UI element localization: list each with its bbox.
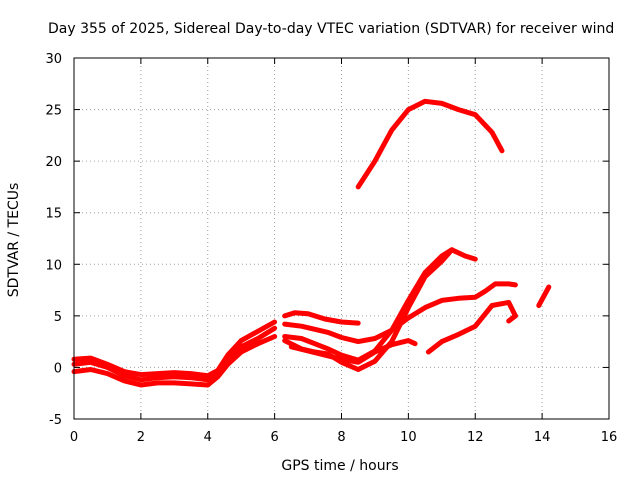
y-tick-label: 20: [45, 155, 62, 170]
series-track-b: [71, 334, 278, 388]
y-tick-labels: -5 0 5 10 15 20 25 30: [45, 52, 62, 428]
y-tick-label: 25: [45, 104, 62, 119]
series-track-a: [71, 325, 278, 383]
series-track-h: [288, 338, 418, 365]
series-track-d: [282, 310, 361, 326]
x-tick-labels: 0 2 4 6 8 10 12 14 16: [70, 430, 617, 445]
series-track-c: [71, 319, 278, 379]
x-axis-label: GPS time / hours: [281, 458, 398, 474]
y-tick-label: 5: [54, 310, 62, 325]
x-tick-label: 0: [70, 430, 78, 445]
y-axis-label: SDTVAR / TECUs: [6, 183, 22, 298]
y-tick-label: 15: [45, 207, 62, 222]
tick-marks: [73, 57, 610, 420]
y-tick-label: 0: [54, 361, 62, 376]
series-track-f: [282, 247, 478, 363]
y-tick-label: 30: [45, 52, 62, 67]
series-track-i: [425, 299, 518, 355]
x-tick-label: 16: [601, 430, 618, 445]
x-tick-label: 2: [137, 430, 145, 445]
y-tick-label: 10: [45, 258, 62, 273]
y-tick-label: -5: [49, 413, 62, 428]
x-tick-label: 4: [204, 430, 212, 445]
x-tick-label: 12: [467, 430, 484, 445]
series-layer: [71, 98, 552, 388]
series-track-l: [536, 284, 552, 308]
series-track-e: [282, 281, 518, 345]
x-tick-label: 14: [534, 430, 551, 445]
x-tick-label: 8: [337, 430, 345, 445]
x-tick-label: 6: [270, 430, 278, 445]
x-tick-label: 10: [400, 430, 417, 445]
series-track-j: [506, 313, 518, 324]
chart-title: Day 355 of 2025, Sidereal Day-to-day VTE…: [48, 21, 614, 37]
series-track-k: [355, 98, 505, 190]
